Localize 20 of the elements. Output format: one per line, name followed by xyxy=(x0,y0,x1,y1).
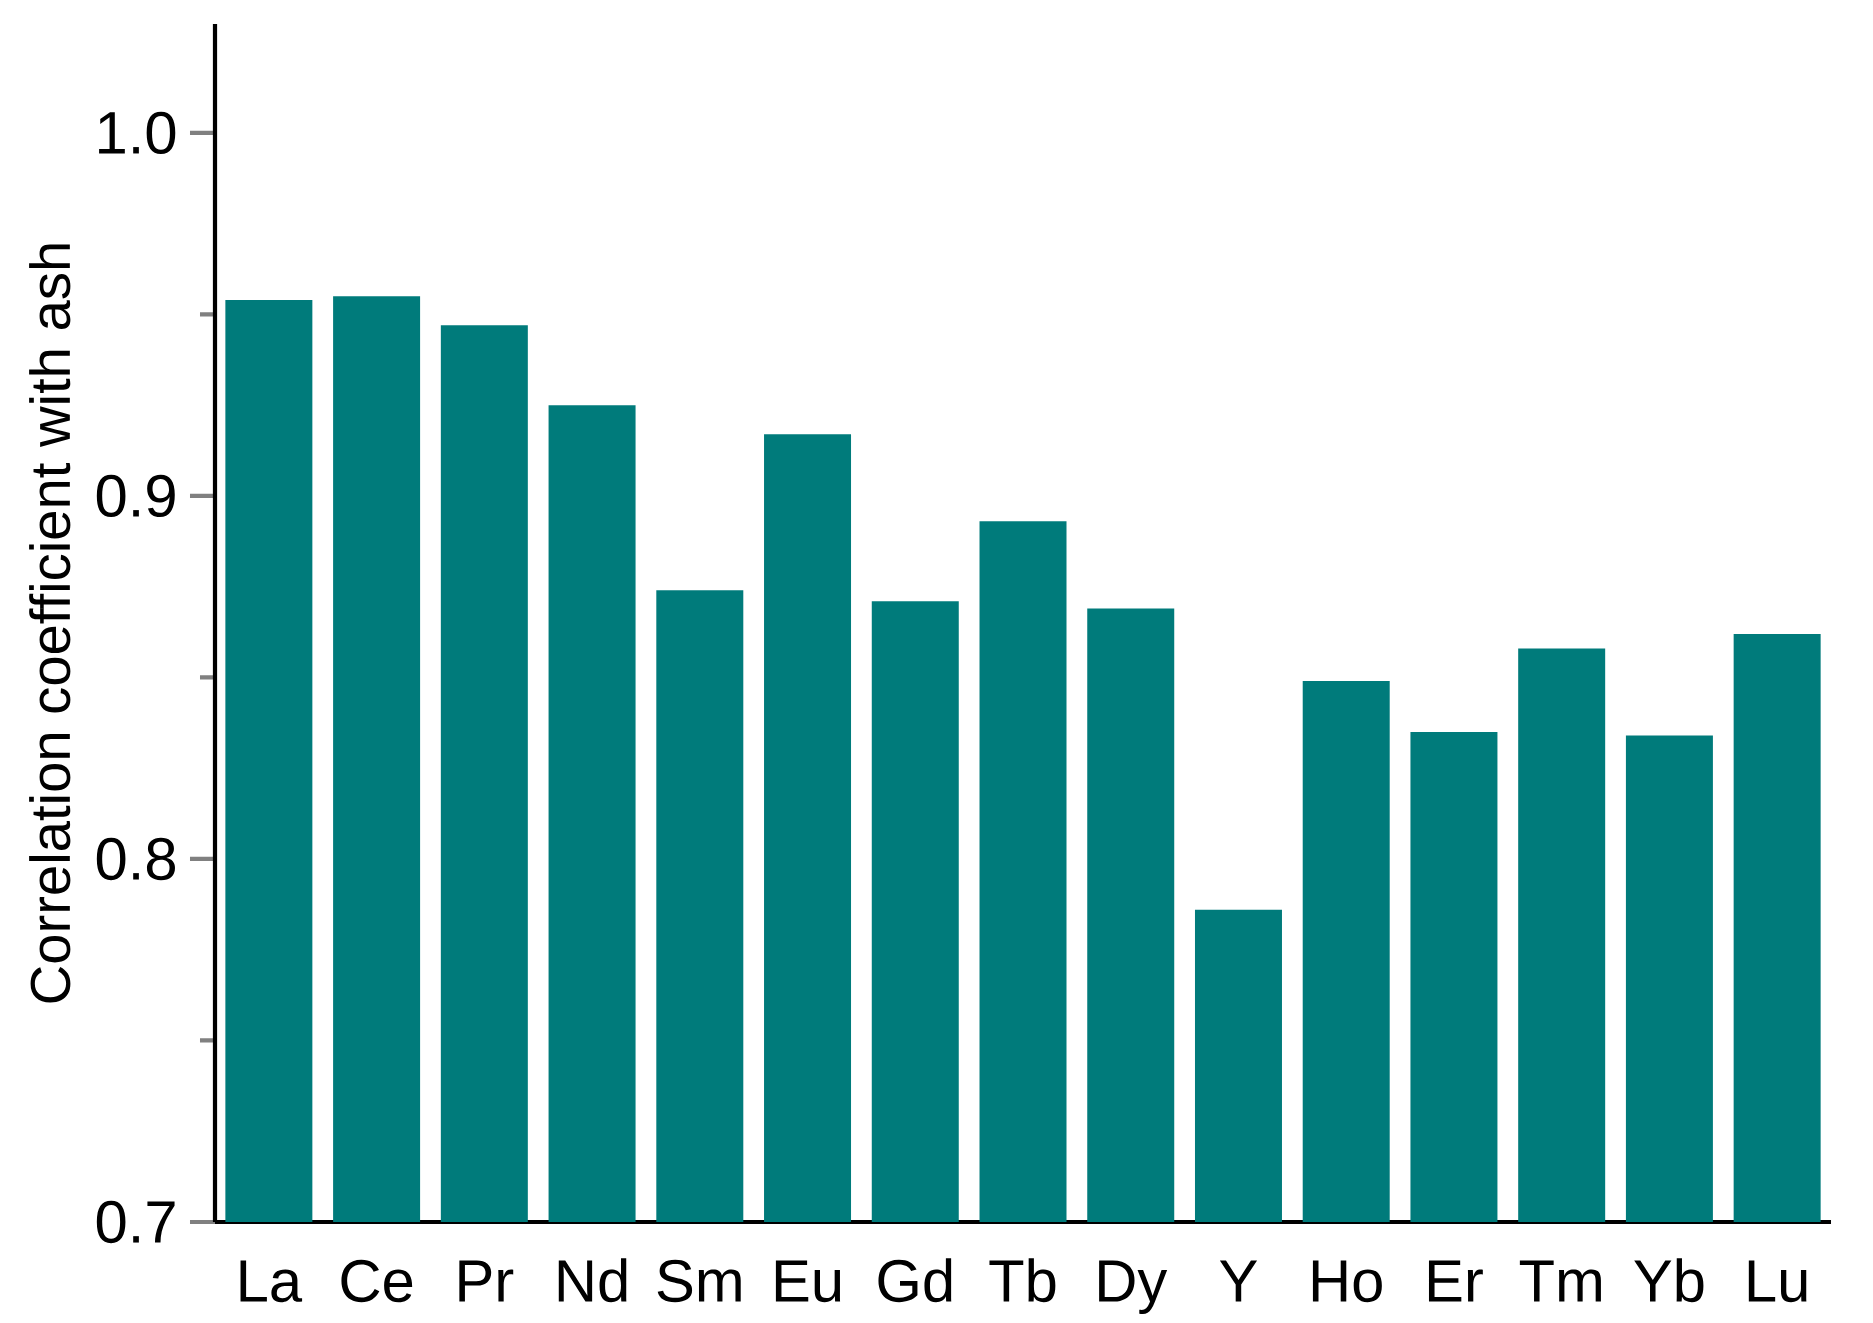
y-tick-label: 0.7 xyxy=(96,1200,175,1244)
x-tick-label: Gd xyxy=(878,1258,952,1303)
x-tick-label: Sm xyxy=(657,1259,741,1303)
x-tick-label: Ce xyxy=(341,1259,413,1303)
x-tick-label: Pr xyxy=(459,1260,514,1302)
x-tick-label: Tb xyxy=(989,1258,1056,1303)
x-tick-label: Nd xyxy=(558,1258,627,1303)
y-tick-label: 1.0 xyxy=(99,111,176,155)
x-tick-label: Yb xyxy=(1634,1258,1704,1303)
x-tick-label: Eu xyxy=(775,1260,841,1303)
x-tick-label: La xyxy=(240,1260,303,1303)
x-tick-label: Tm xyxy=(1519,1260,1601,1302)
x-tick-label: Lu xyxy=(1748,1260,1807,1303)
y-tick-label: 0.8 xyxy=(96,837,175,881)
x-tick-label: Ho xyxy=(1312,1260,1382,1303)
x-tick-label: Er xyxy=(1428,1260,1483,1302)
x-tick-label: Dy xyxy=(1099,1260,1168,1314)
x-tick-label: Y xyxy=(1219,1260,1258,1302)
y-tick-label: 0.9 xyxy=(96,474,175,518)
y-axis-title: Correlation coefficient with ash xyxy=(29,244,71,1003)
